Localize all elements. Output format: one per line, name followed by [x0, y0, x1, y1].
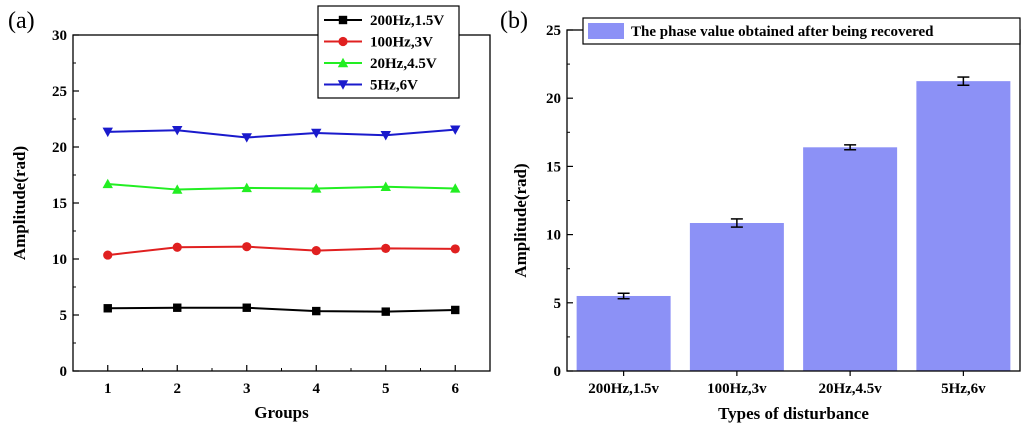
data-point — [380, 181, 391, 191]
bar — [576, 295, 671, 371]
y-tick-label: 0 — [554, 364, 562, 380]
data-point — [102, 178, 113, 189]
legend-label: 5Hz,6V — [370, 78, 418, 94]
legend-entry: 200Hz,1.5V — [324, 13, 444, 29]
y-tick-label: 10 — [52, 252, 67, 268]
legend-marker — [337, 80, 349, 90]
y-tick-label: 20 — [52, 140, 67, 156]
panel-b-y-ticks: 0 5 10 15 20 25 — [546, 23, 573, 380]
data-point — [450, 183, 461, 193]
panel-a-y-ticks: 0 5 10 15 20 25 30 — [52, 28, 79, 380]
panel-a-label: (a) — [8, 8, 35, 34]
data-point — [172, 184, 183, 194]
x-tick-label: 5 — [382, 381, 390, 397]
series-line — [107, 245, 456, 257]
panel-b-label: (b) — [500, 8, 528, 34]
x-tick-label: 3 — [243, 381, 251, 397]
data-point — [102, 127, 113, 138]
data-point — [381, 243, 391, 253]
y-tick-label: 0 — [60, 364, 68, 380]
y-tick-label: 5 — [554, 296, 562, 312]
legend-marker — [338, 15, 348, 25]
data-point — [311, 246, 321, 256]
data-point — [103, 304, 112, 313]
data-point — [242, 303, 251, 312]
x-tick-label: 6 — [452, 381, 460, 397]
y-tick-label: 10 — [546, 228, 561, 244]
y-tick-label: 15 — [546, 159, 561, 175]
legend-label: 200Hz,1.5V — [370, 13, 444, 29]
y-tick-label: 30 — [52, 28, 67, 44]
legend-label: The phase value obtained after being rec… — [631, 24, 934, 40]
series-line — [107, 182, 456, 191]
data-point — [172, 126, 183, 136]
bar-200hz-1-5v — [576, 292, 671, 371]
bar-20hz-4-5v — [803, 144, 898, 371]
series-100hz-3v — [103, 242, 460, 260]
series-20hz-4-5v — [102, 178, 461, 194]
panel-a-line-chart: (a) 0 5 10 15 20 25 30 1 2 3 4 5 6 Groups Amplitude… — [8, 5, 491, 422]
bar-100hz-3v — [689, 218, 784, 371]
series-line — [107, 306, 456, 313]
legend-label: 20Hz,4.5V — [370, 56, 437, 72]
data-point — [241, 182, 252, 193]
legend-entry: The phase value obtained after being rec… — [588, 23, 934, 40]
x-tick-label: 4 — [313, 381, 321, 397]
bar — [916, 81, 1011, 372]
panel-a-series-group — [102, 125, 461, 316]
data-point — [451, 305, 460, 315]
panel-a-x-ticks: 1 2 3 4 5 6 — [104, 365, 460, 397]
y-tick-label: 15 — [52, 196, 67, 212]
bar — [689, 223, 784, 371]
data-point — [172, 242, 182, 252]
bar-5hz-6v — [916, 76, 1011, 372]
data-point — [450, 244, 460, 254]
x-tick-label: 100Hz,3v — [707, 381, 767, 397]
legend-swatch — [588, 23, 624, 39]
series-line — [107, 128, 456, 139]
x-tick-label: 20Hz,4.5v — [818, 381, 882, 397]
series-5hz-6v — [102, 125, 461, 143]
panel-b-bar-chart: (b) 0 5 10 15 20 25 200Hz,1.5v 100Hz,3v 20Hz,4.… — [500, 8, 1021, 423]
series-200hz-1-5v — [103, 303, 460, 316]
panel-b-bars — [576, 76, 1011, 372]
bar — [803, 147, 898, 371]
y-tick-label: 5 — [60, 308, 68, 324]
data-point — [450, 125, 461, 135]
panel-a-x-axis-title: Groups — [254, 403, 309, 422]
panel-b-y-axis-title: Amplitude(rad) — [511, 163, 530, 277]
y-tick-label: 20 — [546, 91, 561, 107]
legend-entry: 100Hz,3V — [324, 35, 433, 51]
data-point — [312, 306, 321, 316]
y-tick-label: 25 — [546, 23, 561, 39]
legend-entry: 20Hz,4.5V — [324, 56, 437, 72]
data-point — [380, 131, 391, 141]
legend-entry: 5Hz,6V — [324, 78, 418, 94]
x-tick-label: 2 — [174, 381, 182, 397]
panel-a-y-axis-title: Amplitude(rad) — [10, 146, 29, 260]
panel-b-legend: The phase value obtained after being rec… — [582, 17, 1021, 45]
data-point — [381, 307, 390, 316]
panel-b-x-ticks: 200Hz,1.5v 100Hz,3v 20Hz,4.5v 5Hz,6v — [588, 371, 986, 397]
legend-label: 100Hz,3V — [370, 35, 433, 51]
data-point — [242, 242, 252, 252]
panel-a-legend: 200Hz,1.5V 100Hz,3V 20Hz,4.5V 5Hz,6V — [317, 5, 460, 99]
y-tick-label: 25 — [52, 84, 67, 100]
data-point — [311, 128, 322, 139]
data-point — [173, 303, 182, 312]
data-point — [241, 133, 252, 143]
panel-b-x-axis-title: Types of disturbance — [718, 404, 869, 423]
legend-box — [582, 17, 1021, 45]
data-point — [103, 250, 113, 260]
x-tick-label: 1 — [104, 381, 112, 397]
legend-marker — [337, 57, 349, 68]
x-tick-label: 200Hz,1.5v — [588, 381, 659, 397]
x-tick-label: 5Hz,6v — [941, 381, 986, 397]
legend-marker — [338, 36, 348, 47]
data-point — [311, 183, 322, 193]
